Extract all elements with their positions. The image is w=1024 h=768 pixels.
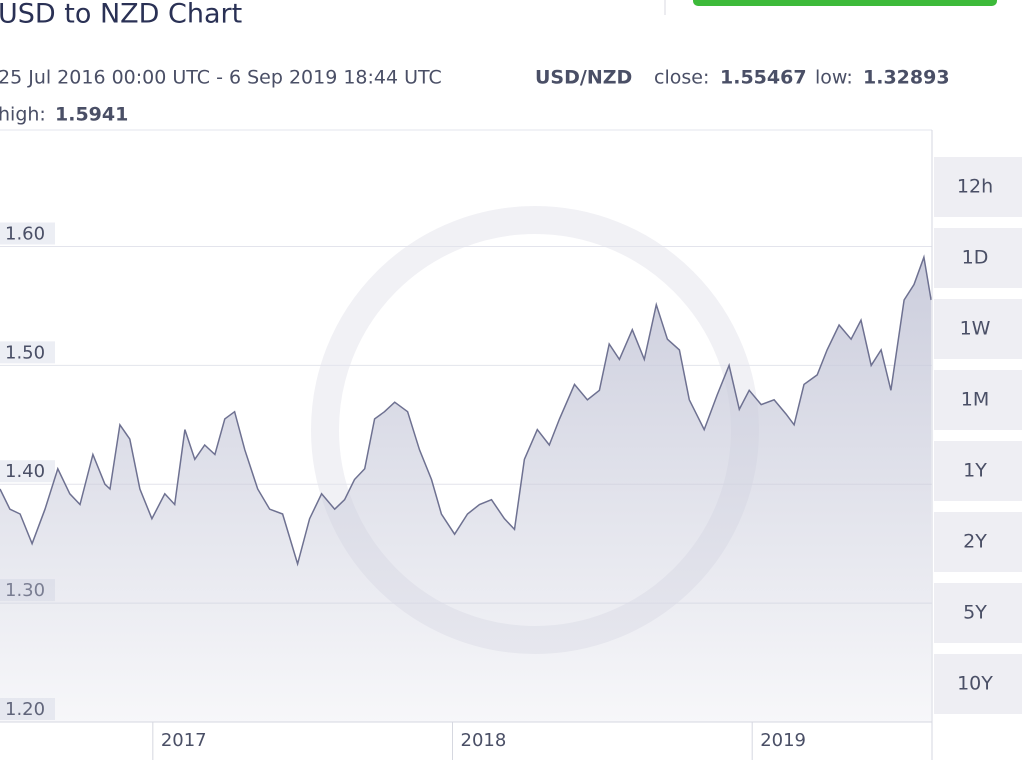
pair-label: USD/NZD <box>535 67 632 89</box>
stat-label: close: <box>654 67 709 89</box>
range-button-label[interactable]: 1D <box>962 247 989 269</box>
range-button-label[interactable]: 10Y <box>957 673 993 695</box>
range-button[interactable] <box>934 370 1022 430</box>
range-button[interactable] <box>934 228 1022 288</box>
range-button-label[interactable]: 12h <box>957 176 993 198</box>
y-tick-label: 1.40 <box>5 461 45 482</box>
chart-title: USD to NZD Chart <box>0 0 242 30</box>
stat-value: 1.5941 <box>55 104 128 126</box>
y-tick-box <box>0 222 55 245</box>
stat-label: low: <box>815 67 853 89</box>
range-button[interactable] <box>934 654 1022 714</box>
convert-button[interactable] <box>693 0 997 6</box>
range-button[interactable] <box>934 441 1022 501</box>
stat-value: 1.55467 <box>720 67 807 89</box>
chart-subtitle: 25 Jul 2016 00:00 UTC - 6 Sep 2019 18:44… <box>0 67 442 89</box>
range-button-label[interactable]: 5Y <box>963 602 987 624</box>
range-button-label[interactable]: 1M <box>961 389 989 411</box>
area-fill <box>0 257 932 722</box>
range-button-label[interactable]: 2Y <box>963 531 987 553</box>
range-button-label[interactable]: 1Y <box>963 460 987 482</box>
range-button[interactable] <box>934 512 1022 572</box>
range-button-label[interactable]: 1W <box>960 318 991 340</box>
x-tick-label: 2019 <box>760 730 806 751</box>
line <box>0 254 932 567</box>
stat-label: high: <box>0 104 46 126</box>
range-button[interactable] <box>934 157 1022 217</box>
range-button[interactable] <box>934 299 1022 359</box>
y-tick-box <box>0 460 55 483</box>
y-tick-label: 1.60 <box>5 223 45 244</box>
x-tick-label: 2018 <box>461 730 507 751</box>
y-tick-label: 1.50 <box>5 342 45 363</box>
x-tick-label: 2017 <box>161 730 207 751</box>
stat-value: 1.32893 <box>863 67 950 89</box>
y-tick-box <box>0 341 55 364</box>
range-button[interactable] <box>934 583 1022 643</box>
